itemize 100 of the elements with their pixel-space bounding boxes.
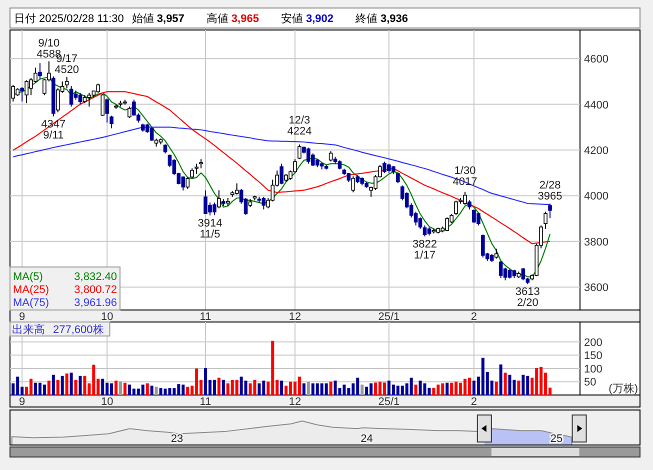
x-tick-label: 25/1 <box>378 396 400 408</box>
bar <box>168 388 172 395</box>
bar <box>446 382 449 395</box>
candlestick <box>262 196 266 210</box>
candlestick <box>234 182 239 196</box>
candlestick <box>181 176 186 191</box>
chart-title: 出来高 <box>12 323 45 336</box>
annotation: 3,961.96 <box>74 297 117 309</box>
x-tick-label: 12 <box>288 311 302 323</box>
bar <box>248 383 252 395</box>
annotation: 4520 <box>54 64 80 76</box>
bar <box>494 382 498 395</box>
bar <box>212 380 216 395</box>
x-tick-label: 24 <box>360 433 373 445</box>
bar <box>70 372 73 395</box>
bar <box>298 376 301 395</box>
bar <box>83 376 86 395</box>
annotation: 3914 <box>198 217 222 230</box>
x-tick-label: 2 <box>470 396 478 408</box>
bar <box>164 388 167 395</box>
bar <box>78 376 82 395</box>
annotation: 3,832.40 <box>74 271 117 283</box>
annotation: 1/30 <box>454 164 476 177</box>
bar <box>334 380 337 395</box>
x-tick-label: 9 <box>19 311 26 323</box>
x-tick-label: 25/1 <box>378 311 400 323</box>
x-tick-label: 2 <box>470 311 478 323</box>
annotation: 3,800.72 <box>74 284 117 296</box>
bar <box>450 382 454 395</box>
candlestick <box>69 86 74 108</box>
candlestick <box>74 90 78 100</box>
bar <box>522 374 525 395</box>
bar <box>468 378 471 395</box>
candlestick <box>422 224 427 237</box>
candlestick <box>38 62 42 80</box>
bar <box>517 380 520 395</box>
candlestick <box>328 150 333 162</box>
candlestick <box>190 168 194 180</box>
candlestick <box>521 267 526 281</box>
y-tick-label: 100 <box>584 363 602 376</box>
y-tick-label: 4400 <box>584 99 608 112</box>
candlestick <box>194 163 198 174</box>
bar <box>258 383 261 395</box>
bar <box>374 382 378 395</box>
bar <box>410 378 413 395</box>
candlestick <box>64 76 69 89</box>
candlestick <box>150 126 154 142</box>
bar <box>150 386 154 395</box>
bar <box>141 384 144 395</box>
bar <box>382 382 386 395</box>
bar <box>324 383 328 395</box>
candlestick <box>20 86 24 102</box>
candlestick <box>186 176 190 190</box>
bar <box>47 380 50 395</box>
bar <box>146 383 149 395</box>
bar <box>504 372 507 395</box>
bar <box>154 386 158 395</box>
annotation: 12/3 <box>288 114 310 127</box>
y-tick-label: 3800 <box>584 236 608 248</box>
bar <box>60 376 64 395</box>
bar <box>302 383 306 395</box>
bar <box>52 374 55 395</box>
bar <box>222 380 225 395</box>
candlestick <box>544 211 548 230</box>
bar <box>499 364 502 395</box>
bar <box>432 388 436 395</box>
annotation: 9/10 <box>38 37 60 50</box>
bar <box>56 380 60 395</box>
annotation: 2/20 <box>516 297 538 310</box>
bar <box>306 382 310 395</box>
y-tick-label: 50 <box>584 376 596 389</box>
candlestick <box>110 115 114 129</box>
annotation: 11/5 <box>200 228 220 240</box>
candlestick <box>105 98 109 124</box>
x-tick-label: 25 <box>550 433 563 445</box>
bar <box>508 374 512 395</box>
candlestick <box>199 158 203 169</box>
bar <box>329 382 332 395</box>
annotation: 3965 <box>538 190 562 203</box>
bar <box>280 380 284 395</box>
bar <box>119 381 122 395</box>
bar <box>204 368 208 395</box>
y-tick-label: 4600 <box>584 54 608 66</box>
annotation: 1/17 <box>414 249 436 262</box>
x-tick-label: 12 <box>288 396 302 408</box>
x-tick-label: 9 <box>19 396 26 408</box>
annotation: 3822 <box>412 238 437 250</box>
candlestick <box>78 92 82 105</box>
bar <box>42 384 46 395</box>
candlestick <box>468 200 472 210</box>
candlestick <box>351 176 356 193</box>
bar <box>123 382 126 395</box>
annotation: 3613 <box>515 286 540 298</box>
text: 始値 3,957 高値 3,965 安値 3,902 終値 3,936 <box>132 13 408 25</box>
text: MA(5) <box>13 271 43 283</box>
annotation: 4224 <box>287 126 312 138</box>
text: MA(75) <box>13 297 50 309</box>
annotation: 9/11 <box>43 129 64 142</box>
candlestick <box>498 260 503 278</box>
bar <box>253 380 256 395</box>
